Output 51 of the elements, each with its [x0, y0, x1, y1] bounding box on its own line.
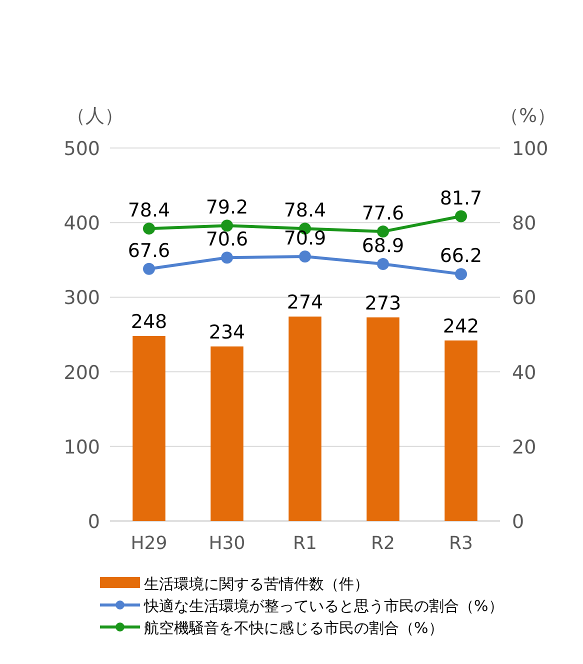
data-label: 68.9	[362, 235, 404, 258]
y2-tick-label: 60	[512, 287, 536, 310]
x-tick-label: R1	[293, 533, 317, 554]
y2-tick-label: 0	[512, 511, 524, 533]
y-tick-label: 0	[88, 511, 100, 533]
data-label: 67.6	[128, 240, 170, 262]
data-label: 70.9	[284, 228, 326, 250]
data-label: 79.2	[206, 196, 248, 219]
data-label: 77.6	[362, 202, 404, 225]
point	[221, 252, 233, 264]
data-label: 78.4	[128, 200, 170, 222]
data-label: 70.6	[206, 228, 248, 251]
legend-label: 航空機騒音を不快に感じる市民の割合（%）	[144, 619, 444, 637]
point	[455, 268, 467, 280]
bar	[132, 336, 166, 521]
point	[221, 220, 233, 232]
y-tick-label: 500	[64, 138, 100, 160]
x-tick-label: H29	[130, 533, 168, 554]
y2-tick-label: 100	[512, 138, 548, 160]
data-label: 274	[286, 292, 324, 314]
point	[377, 258, 389, 270]
y2-axis-title: （%）	[500, 105, 556, 127]
point	[377, 226, 389, 238]
y2-tick-label: 80	[512, 212, 536, 235]
point	[455, 210, 467, 222]
y2-tick-label: 20	[512, 436, 536, 458]
y-axis-title: （人）	[66, 105, 124, 127]
data-label: 78.4	[284, 200, 326, 222]
x-tick-label: R2	[371, 533, 395, 554]
point	[143, 262, 155, 275]
bar	[288, 316, 322, 521]
data-label: 234	[208, 321, 246, 344]
x-tick-label: R3	[449, 533, 473, 554]
data-label: 81.7	[440, 187, 482, 210]
data-label: 248	[130, 310, 168, 333]
bar	[444, 340, 478, 521]
legend-label: 生活環境に関する苦情件数（件）	[144, 575, 369, 593]
y2-tick-label: 40	[512, 362, 536, 384]
data-label: 66.2	[440, 245, 482, 268]
legend-label: 快適な生活環境が整っていると思う市民の割合（%）	[143, 597, 504, 615]
y-tick-label: 200	[64, 362, 100, 384]
y-tick-label: 100	[64, 436, 100, 458]
y-tick-label: 400	[64, 212, 100, 235]
x-tick-label: H30	[208, 533, 246, 554]
point	[143, 222, 155, 235]
bar	[210, 346, 244, 521]
point	[299, 250, 311, 263]
y-tick-label: 300	[64, 287, 100, 310]
data-label: 242	[442, 315, 480, 338]
bar	[366, 317, 400, 521]
data-label: 273	[364, 292, 402, 314]
